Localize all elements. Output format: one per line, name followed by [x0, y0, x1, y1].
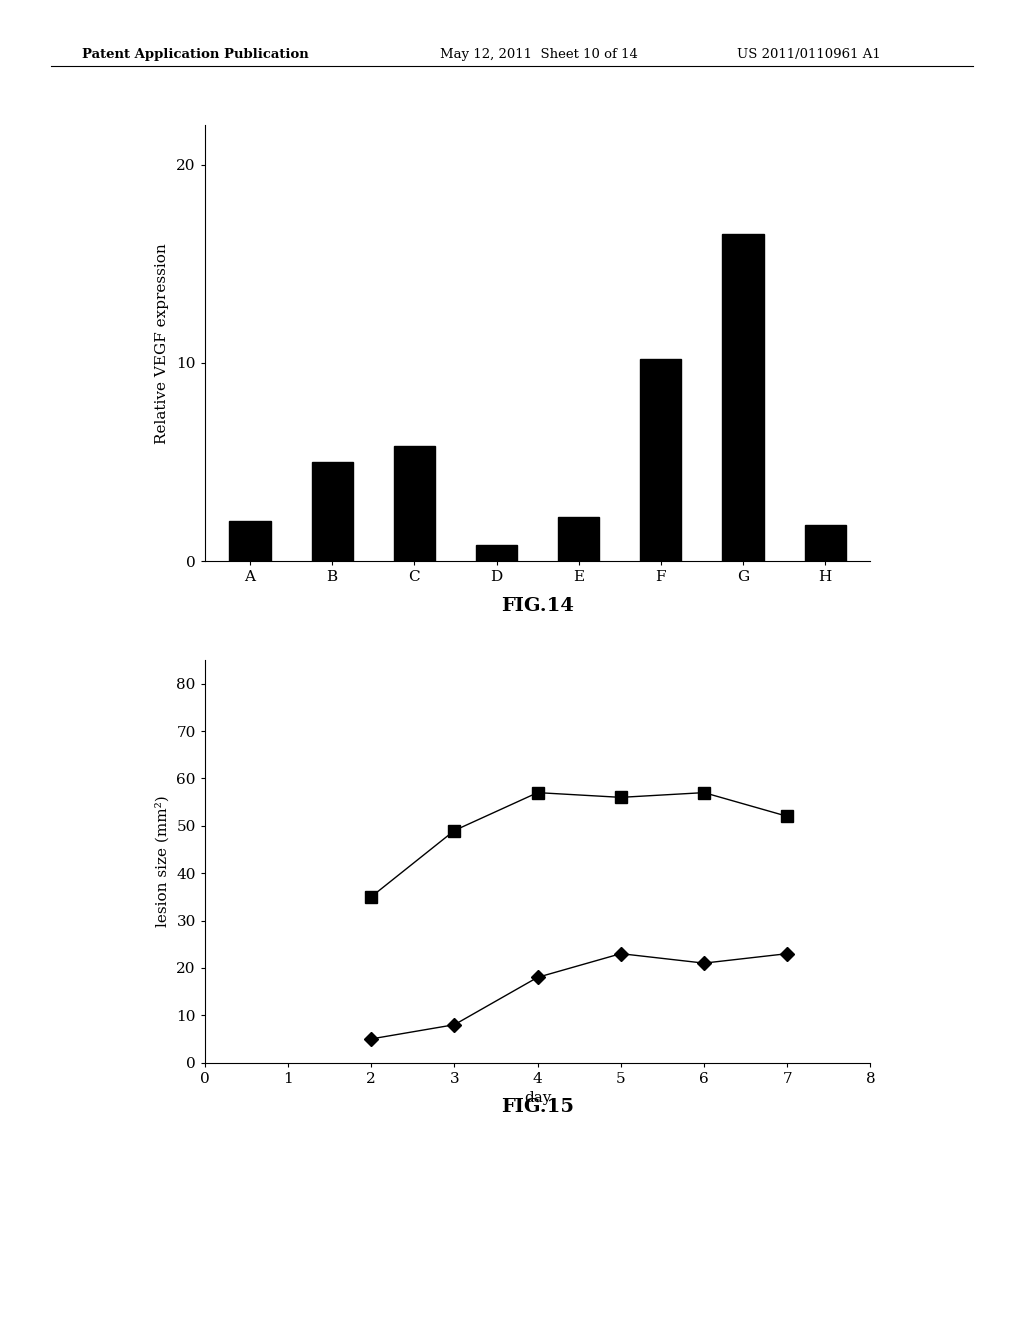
- Bar: [476, 545, 517, 561]
- Text: Patent Application Publication: Patent Application Publication: [82, 48, 308, 61]
- Bar: [394, 446, 435, 561]
- Bar: [229, 521, 270, 561]
- Text: May 12, 2011  Sheet 10 of 14: May 12, 2011 Sheet 10 of 14: [440, 48, 638, 61]
- Text: FIG.15: FIG.15: [501, 1098, 574, 1117]
- X-axis label: day: day: [524, 1092, 551, 1105]
- Bar: [805, 525, 846, 561]
- Bar: [723, 235, 764, 561]
- Bar: [311, 462, 352, 561]
- Text: US 2011/0110961 A1: US 2011/0110961 A1: [737, 48, 881, 61]
- Text: FIG.14: FIG.14: [501, 597, 574, 615]
- Bar: [640, 359, 681, 561]
- Y-axis label: Relative VEGF expression: Relative VEGF expression: [156, 243, 169, 444]
- Bar: [558, 517, 599, 561]
- Y-axis label: lesion size (mm²): lesion size (mm²): [155, 796, 169, 927]
